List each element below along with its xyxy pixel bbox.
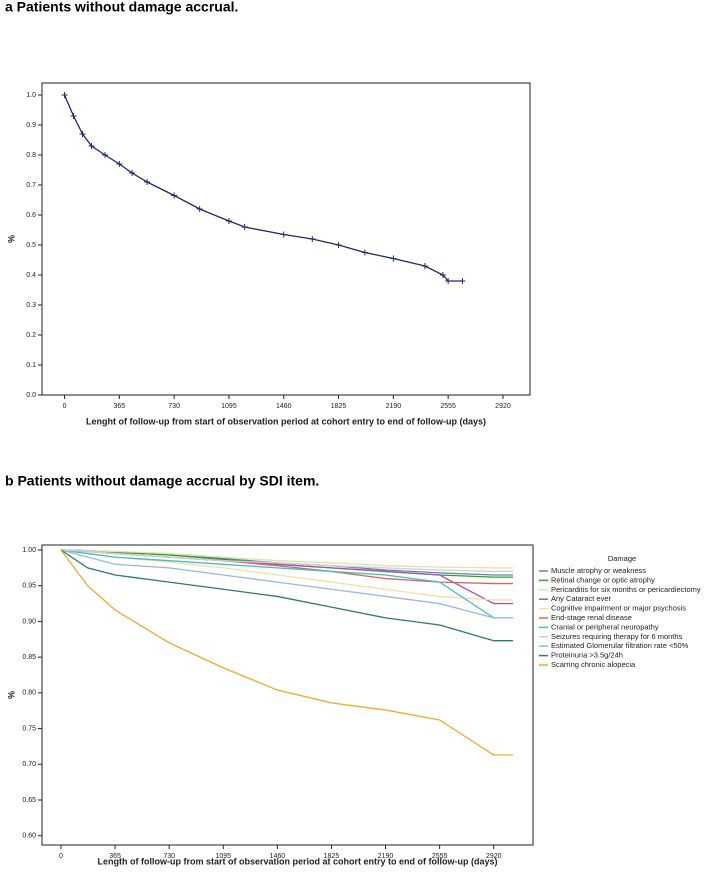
y-tick-label: 0.60	[22, 833, 36, 840]
censor-mark	[144, 179, 151, 185]
y-axis-label: %	[6, 235, 16, 243]
series-line	[60, 549, 513, 619]
censor-mark	[421, 263, 428, 269]
censor-mark	[335, 242, 342, 248]
y-tick-label: 0.8	[26, 152, 36, 159]
x-tick-label: 365	[109, 853, 121, 860]
y-axis-label: %	[6, 691, 16, 699]
legend-label: End-stage renal disease	[551, 613, 632, 622]
x-tick-label: 730	[168, 403, 180, 410]
x-tick-label: 2555	[432, 853, 448, 860]
series-line	[60, 549, 513, 569]
y-tick-label: 0.1	[26, 362, 36, 369]
censor-mark	[390, 255, 397, 262]
series-line	[63, 94, 463, 282]
x-tick-label: 2920	[495, 403, 511, 410]
x-tick-label: 2920	[486, 853, 502, 860]
series-line	[60, 549, 513, 576]
x-tick-label: 0	[63, 403, 67, 410]
censor-mark	[171, 192, 178, 199]
censor-mark	[88, 143, 95, 149]
censor-mark	[70, 113, 77, 119]
censor-mark	[280, 231, 287, 238]
panel-title: a Patients without damage accrual.	[5, 0, 238, 15]
censor-mark	[116, 161, 123, 167]
x-tick-label: 1460	[276, 403, 292, 410]
x-tick-label: 1460	[270, 853, 286, 860]
y-tick-label: 0.90	[22, 618, 36, 625]
censor-mark	[309, 236, 316, 242]
series-line	[60, 549, 513, 619]
censor-mark	[241, 224, 248, 230]
legend-label: Seizures requiring therapy for 6 months	[551, 632, 683, 641]
y-tick-label: 0.3	[26, 302, 36, 309]
censor-mark	[225, 218, 232, 224]
y-tick-label: 0.80	[22, 690, 36, 697]
panel-title: b Patients without damage accrual by SDI…	[5, 473, 319, 489]
legend-label: Retinal change or optic atrophy	[551, 575, 655, 584]
x-tick-label: 1095	[215, 853, 231, 860]
legend-label: Any Cataract ever	[551, 594, 612, 603]
y-tick-label: 0.0	[26, 392, 36, 399]
y-tick-label: 0.65	[22, 797, 36, 804]
series-line	[60, 549, 513, 642]
censor-mark	[439, 272, 446, 278]
y-tick-label: 0.70	[22, 761, 36, 768]
x-axis-label: Length of follow-up from start of observ…	[98, 856, 498, 866]
x-axis-label: Lenght of follow-up from start of observ…	[86, 416, 486, 426]
x-tick-label: 2190	[378, 853, 394, 860]
x-tick-label: 0	[59, 853, 63, 860]
x-tick-label: 1825	[324, 853, 340, 860]
censor-mark	[102, 152, 109, 158]
censor-mark	[79, 131, 86, 137]
y-tick-label: 0.4	[26, 272, 36, 279]
x-tick-label: 1825	[331, 403, 347, 410]
legend-label: Estimated Glomerular filtration rate <50…	[551, 641, 689, 650]
y-tick-label: 0.5	[26, 242, 36, 249]
series-line	[60, 549, 513, 756]
y-tick-label: 0.95	[22, 583, 36, 590]
legend-title: Damage	[608, 554, 636, 563]
plot-frame	[41, 82, 531, 396]
y-tick-label: 0.75	[22, 725, 36, 732]
legend-label: Cranial or peripheral neuropathy	[551, 622, 659, 631]
y-tick-label: 1.0	[26, 92, 36, 99]
series-line	[60, 549, 513, 573]
plot-frame	[41, 544, 534, 846]
legend-label: Muscle atrophy or weakness	[551, 566, 646, 575]
censor-mark	[129, 170, 136, 176]
y-tick-label: 0.7	[26, 182, 36, 189]
x-tick-label: 2555	[440, 403, 456, 410]
y-tick-label: 0.9	[26, 122, 36, 129]
censor-mark	[445, 278, 452, 284]
legend-label: Cognitive impairment or major psychosis	[551, 604, 686, 613]
x-tick-label: 730	[163, 853, 175, 860]
x-tick-label: 2190	[386, 403, 402, 410]
legend-label: Pericarditis for six months or pericardi…	[551, 585, 701, 594]
y-tick-label: 1.00	[22, 547, 36, 554]
censor-mark	[196, 206, 203, 212]
y-tick-label: 0.85	[22, 654, 36, 661]
legend-label: Scarring chronic alopecia	[551, 660, 636, 669]
x-tick-label: 1095	[221, 403, 237, 410]
x-tick-label: 365	[113, 403, 125, 410]
censor-mark	[361, 249, 368, 256]
censor-mark	[61, 92, 68, 98]
legend-label: Proteinuria >3.5g/24h	[551, 651, 623, 660]
y-tick-label: 0.6	[26, 212, 36, 219]
y-tick-label: 0.2	[26, 332, 36, 339]
censor-mark	[459, 278, 466, 284]
